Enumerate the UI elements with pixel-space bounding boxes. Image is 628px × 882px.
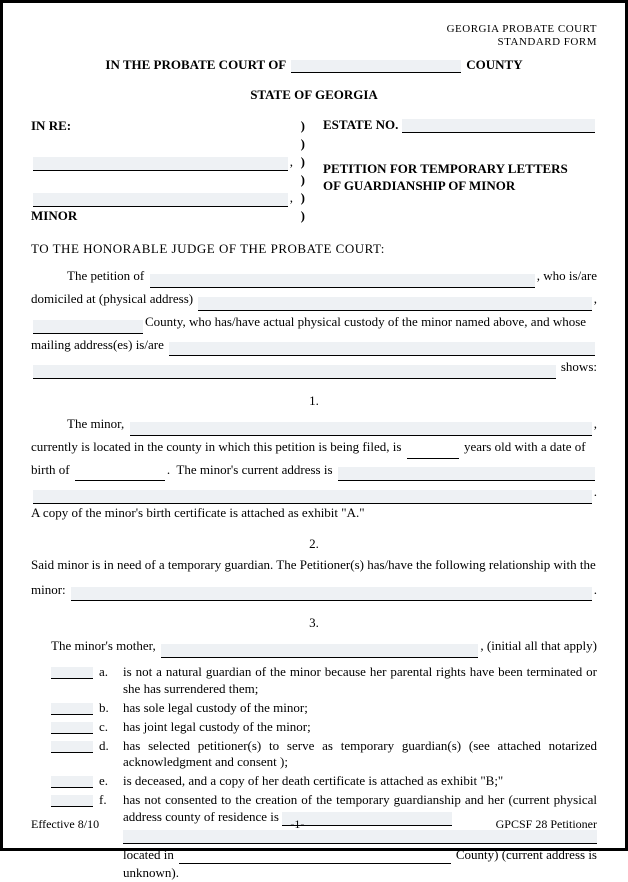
need-line: Said minor is in need of a temporary gua… — [31, 556, 597, 574]
footer: Effective 8/10 -1- GPCSF 28 Petitioner — [31, 817, 597, 832]
relationship-blank[interactable] — [71, 587, 592, 601]
section-2-num: 2. — [31, 536, 597, 552]
county-blank[interactable] — [291, 60, 461, 73]
petition-paragraph: The petition of , who is/are domiciled a… — [31, 265, 597, 379]
paren-4: ) — [293, 171, 305, 189]
paren-3: ) — [293, 153, 305, 171]
footer-right: GPCSF 28 Petitioner — [496, 817, 597, 832]
caption-block: IN RE: ) ) , ) ) , ) MINOR ) ESTATE NO — [31, 117, 597, 225]
chk-e[interactable] — [51, 776, 93, 788]
county-clause: County, who has/have actual physical cus… — [145, 311, 586, 334]
paren-1: ) — [293, 117, 305, 135]
paren-5: ) — [293, 189, 305, 207]
letter-e: e. — [99, 773, 123, 790]
domiciled-label: domiciled at (physical address) — [31, 288, 196, 311]
chk-d[interactable] — [51, 741, 93, 753]
caption-blank-1[interactable] — [33, 157, 288, 171]
header-line2: STANDARD FORM — [31, 36, 597, 49]
letter-d: d. — [99, 738, 123, 755]
section-1-body: The minor, , currently is located in the… — [31, 413, 597, 522]
section-1-num: 1. — [31, 393, 597, 409]
shows-label: shows: — [558, 356, 597, 379]
letter-c: c. — [99, 719, 123, 736]
text-a: is not a natural guardian of the minor b… — [123, 664, 597, 698]
chk-a[interactable] — [51, 667, 93, 679]
located-county-blank[interactable] — [179, 850, 450, 864]
initial-apply: , (initial all that apply) — [480, 635, 597, 658]
text-c: has joint legal custody of the minor; — [123, 719, 597, 736]
chk-b[interactable] — [51, 703, 93, 715]
mailing-blank-2[interactable] — [33, 365, 556, 379]
birth-prefix: birth of — [31, 459, 73, 482]
item-b: b. has sole legal custody of the minor; — [51, 700, 597, 717]
addr-blank-1[interactable] — [338, 467, 595, 481]
unknown-line: unknown). — [123, 864, 597, 882]
text-e: is deceased, and a copy of her death cer… — [123, 773, 597, 790]
estate-no-label: ESTATE NO. — [323, 117, 398, 133]
page-frame: GEORGIA PROBATE COURT STANDARD FORM IN T… — [0, 0, 628, 851]
years-blank[interactable] — [407, 445, 459, 459]
who-is-are: , who is/are — [537, 265, 597, 288]
county-blank-2[interactable] — [33, 320, 143, 334]
paren-2: ) — [293, 135, 305, 153]
section-3-body: The minor's mother, , (initial all that … — [31, 635, 597, 882]
section-3-num: 3. — [31, 615, 597, 631]
petition-l2: OF GUARDIANSHIP OF MINOR — [323, 178, 597, 195]
item-a: a. is not a natural guardian of the mino… — [51, 664, 597, 698]
text-d: has selected petitioner(s) to serve as t… — [123, 738, 597, 772]
minor-prefix: The minor, — [31, 413, 128, 436]
text-b: has sole legal custody of the minor; — [123, 700, 597, 717]
in-re-label: IN RE: — [31, 117, 71, 135]
mother-prefix: The minor's mother, — [31, 635, 159, 658]
petition-l1: PETITION FOR TEMPORARY LETTERS — [323, 161, 597, 178]
item-c: c. has joint legal custody of the minor; — [51, 719, 597, 736]
chk-c[interactable] — [51, 722, 93, 734]
header-line1: GEORGIA PROBATE COURT — [31, 23, 597, 36]
court-suffix: COUNTY — [466, 57, 522, 72]
minor-rel-label: minor: — [31, 579, 69, 602]
item-e: e. is deceased, and a copy of her death … — [51, 773, 597, 790]
court-title: IN THE PROBATE COURT OF COUNTY — [31, 57, 597, 73]
state-line: STATE OF GEORGIA — [31, 87, 597, 103]
letter-a: a. — [99, 664, 123, 681]
located-in: located in — [123, 846, 177, 864]
loc-line-1b: years old with a date of — [461, 436, 586, 459]
estate-no-blank[interactable] — [402, 119, 595, 133]
dob-blank[interactable] — [75, 467, 165, 481]
letter-f: f. — [99, 792, 123, 809]
county-current: County) (current address is — [453, 846, 597, 864]
chk-f[interactable] — [51, 795, 93, 807]
residence-blank-2[interactable] — [123, 830, 597, 844]
mailing-blank-1[interactable] — [169, 342, 595, 356]
paren-6: ) — [293, 207, 305, 225]
court-prefix: IN THE PROBATE COURT OF — [105, 57, 285, 72]
mother-name-blank[interactable] — [161, 644, 478, 658]
letter-b: b. — [99, 700, 123, 717]
caption-blank-2[interactable] — [33, 193, 288, 207]
section-2-body: Said minor is in need of a temporary gua… — [31, 556, 597, 601]
loc-line-1a: currently is located in the county in wh… — [31, 436, 405, 459]
caption-right: ESTATE NO. PETITION FOR TEMPORARY LETTER… — [323, 117, 597, 225]
mailing-label: mailing address(es) is/are — [31, 334, 167, 357]
petition-prefix: The petition of — [31, 265, 148, 288]
footer-center: -1- — [290, 817, 304, 832]
item-d: d. has selected petitioner(s) to serve a… — [51, 738, 597, 772]
addr-blank-2[interactable] — [33, 490, 592, 504]
minor-label: MINOR — [31, 207, 77, 225]
domicile-blank[interactable] — [198, 297, 591, 311]
caption-left: IN RE: ) ) , ) ) , ) MINOR ) — [31, 117, 305, 225]
petitioner-blank[interactable] — [150, 274, 535, 288]
minor-name-blank[interactable] — [130, 422, 592, 436]
copy-line: A copy of the minor's birth certificate … — [31, 504, 597, 522]
addr-mid: . The minor's current address is — [167, 459, 336, 482]
footer-left: Effective 8/10 — [31, 817, 99, 832]
to-judge: TO THE HONORABLE JUDGE OF THE PROBATE CO… — [31, 241, 597, 257]
header-right: GEORGIA PROBATE COURT STANDARD FORM — [31, 23, 597, 49]
petition-title: PETITION FOR TEMPORARY LETTERS OF GUARDI… — [323, 161, 597, 195]
